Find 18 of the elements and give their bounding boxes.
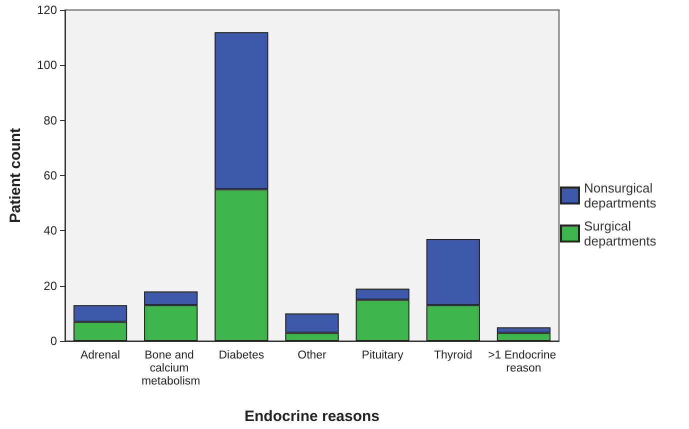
x-tick-label: Other xyxy=(298,350,327,362)
y-tick-label: 20 xyxy=(44,278,58,293)
y-tick-label: 0 xyxy=(50,334,58,348)
x-tick-label: >1 Endocrine reason xyxy=(488,350,560,374)
x-tick-label: Pituitary xyxy=(362,350,404,362)
x-tick-label: Adrenal xyxy=(80,350,120,362)
y-tick-label: 100 xyxy=(36,58,58,72)
legend-label: Nonsurgical departments xyxy=(584,180,657,210)
y-tick-label: 80 xyxy=(44,113,58,128)
y-tick-label: 60 xyxy=(44,168,58,182)
y-tick-label: 40 xyxy=(44,224,58,238)
x-tick-label: Diabetes xyxy=(218,350,264,362)
x-axis-title: Endocrine reasons xyxy=(244,408,380,425)
y-axis-title: Patient count xyxy=(7,128,24,224)
x-tick-label: Bone and calcium metabolism xyxy=(141,350,200,388)
legend-label: Surgical departments xyxy=(584,218,657,248)
x-tick-label: Thyroid xyxy=(434,350,472,362)
y-tick-label: 120 xyxy=(36,3,58,17)
